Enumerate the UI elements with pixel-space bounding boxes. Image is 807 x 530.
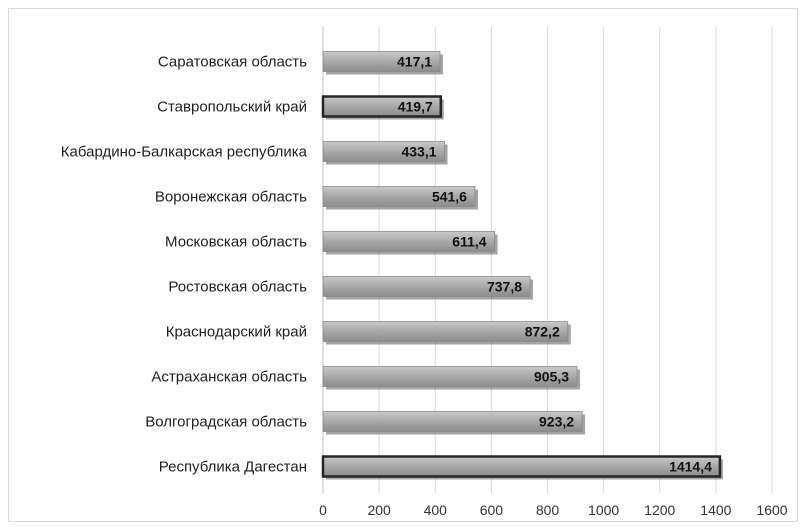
bar (321, 455, 722, 478)
data-label: 1414,4 (669, 459, 712, 475)
category-label: Московская область (165, 234, 307, 251)
x-axis-tick-labels: 0 200 400 600 800 1000 1200 1400 1600 (319, 502, 788, 518)
category-label: Воронежская область (155, 189, 307, 206)
data-label: 923,2 (539, 414, 574, 430)
x-tick-label: 1000 (588, 502, 619, 518)
x-tick-label: 0 (319, 502, 327, 518)
category-label: Ростовская область (168, 279, 307, 296)
bar (322, 51, 441, 72)
category-label: Волгоградская область (145, 414, 307, 431)
category-label: Ставропольский край (157, 99, 307, 116)
x-tick-label: 1200 (644, 502, 675, 518)
bar (322, 231, 495, 252)
bar-chart: 417,1 419,7 433,1 541,6 611,4 737,8 872,2 905,3… (61, 27, 788, 518)
data-label: 541,6 (432, 189, 467, 205)
data-label: 905,3 (534, 369, 569, 385)
category-label: Краснодарский край (166, 324, 307, 341)
bar (322, 366, 578, 387)
bar (322, 141, 445, 162)
data-label: 872,2 (525, 324, 560, 340)
x-tick-label: 1400 (700, 502, 731, 518)
data-label: 433,1 (401, 144, 436, 160)
x-tick-label: 400 (424, 502, 448, 518)
x-tick-label: 1600 (756, 502, 787, 518)
category-label: Кабардино-Балкарская республика (61, 144, 308, 161)
category-label: Саратовская область (158, 54, 307, 71)
chart-frame: 417,1 419,7 433,1 541,6 611,4 737,8 872,2 905,3… (8, 8, 798, 522)
bar (322, 321, 569, 342)
bar (322, 186, 476, 207)
data-label: 419,7 (398, 99, 433, 115)
category-label: Республика Дагестан (159, 459, 307, 476)
data-label: 611,4 (452, 234, 486, 250)
bar (322, 276, 531, 297)
x-tick-label: 600 (480, 502, 504, 518)
x-tick-label: 800 (536, 502, 560, 518)
category-labels: Саратовская область Ставропольский край Ка… (61, 54, 308, 476)
data-label: 417,1 (397, 54, 432, 70)
data-label: 737,8 (487, 279, 522, 295)
bar (322, 411, 583, 432)
bars: 417,1 419,7 433,1 541,6 611,4 737,8 872,2 905,3… (321, 51, 723, 480)
bar (321, 95, 443, 118)
x-tick-label: 200 (367, 502, 391, 518)
category-label: Астраханская область (151, 369, 307, 386)
